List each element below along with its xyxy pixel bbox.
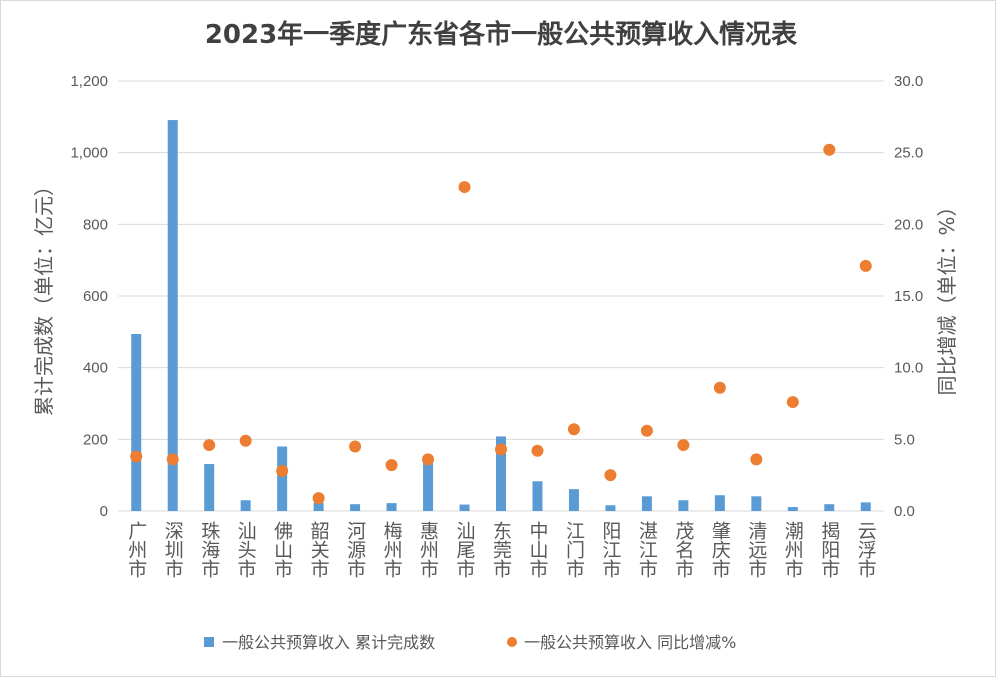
data-point	[531, 444, 544, 457]
data-point	[276, 464, 289, 477]
data-point	[458, 181, 471, 194]
bar	[313, 502, 324, 511]
left-tick-label: 1,200	[70, 73, 108, 90]
left-axis-ticks: 0 200 400 600 800 1,000 1,200	[70, 73, 108, 520]
bar	[350, 504, 361, 511]
scatter-series	[130, 143, 872, 505]
right-tick-label: 5.0	[894, 431, 915, 448]
category-label: 河源市	[344, 521, 366, 578]
category-label: 梅州市	[381, 521, 403, 578]
bar	[751, 496, 762, 511]
bar	[568, 489, 579, 511]
data-point	[385, 459, 398, 472]
data-point	[166, 453, 179, 466]
bar	[605, 505, 616, 511]
category-label: 惠州市	[417, 521, 439, 578]
category-label: 广州市	[125, 521, 147, 578]
category-label: 茂名市	[672, 521, 694, 578]
right-tick-label: 25.0	[894, 145, 923, 162]
category-label: 云浮市	[855, 521, 877, 578]
bar	[423, 462, 434, 511]
data-point	[495, 443, 507, 456]
data-point	[349, 440, 362, 453]
data-point	[677, 439, 690, 452]
bar	[240, 500, 251, 511]
data-point	[203, 439, 216, 452]
category-label: 汕头市	[235, 521, 257, 578]
bar	[532, 481, 543, 511]
data-point	[640, 424, 653, 437]
bar	[824, 504, 835, 511]
bar	[167, 120, 178, 511]
left-tick-label: 600	[83, 288, 108, 305]
data-point	[239, 434, 252, 447]
data-point	[859, 259, 872, 272]
legend-bar-label: 一般公共预算收入 累计完成数	[222, 633, 435, 652]
right-tick-label: 15.0	[894, 288, 923, 305]
left-tick-label: 400	[83, 360, 108, 377]
category-label: 东莞市	[490, 521, 512, 578]
category-label: 湛江市	[636, 521, 658, 578]
left-axis-title: 累计完成数（单位：亿元）	[32, 176, 56, 416]
left-tick-label: 800	[83, 216, 108, 233]
data-point	[567, 423, 580, 436]
right-axis-title: 同比增减（单位：%）	[935, 196, 959, 395]
data-point	[823, 143, 836, 156]
bar	[787, 507, 798, 511]
category-label: 阳江市	[599, 521, 621, 578]
bar-series	[131, 120, 871, 511]
category-label: 江门市	[563, 521, 585, 578]
bar	[204, 464, 215, 511]
legend-bar-swatch	[204, 637, 214, 647]
category-label: 佛山市	[271, 521, 293, 578]
right-tick-label: 0.0	[894, 503, 915, 520]
bar	[459, 504, 470, 511]
left-tick-label: 200	[83, 431, 108, 448]
bar	[714, 495, 725, 511]
legend: 一般公共预算收入 累计完成数 一般公共预算收入 同比增减%	[204, 633, 736, 652]
data-point	[786, 396, 799, 409]
data-point	[604, 469, 617, 482]
bar	[641, 496, 652, 511]
category-label: 揭阳市	[818, 521, 840, 578]
legend-dot-swatch	[507, 637, 517, 647]
data-point	[713, 381, 726, 394]
right-tick-label: 10.0	[894, 360, 923, 377]
bar	[860, 502, 871, 511]
data-point	[750, 453, 763, 466]
bar	[386, 503, 397, 511]
category-label: 韶关市	[308, 521, 330, 578]
bar	[678, 500, 689, 511]
right-axis-ticks: 0.0 5.0 10.0 15.0 20.0 25.0 30.0	[894, 73, 923, 520]
right-tick-label: 30.0	[894, 73, 923, 90]
category-label: 汕尾市	[454, 521, 476, 578]
bar	[496, 436, 506, 511]
category-label: 肇庆市	[709, 521, 731, 578]
left-tick-label: 1,000	[70, 145, 108, 162]
category-label: 清远市	[745, 521, 767, 578]
category-label: 中山市	[526, 521, 548, 578]
data-point	[312, 492, 325, 505]
data-point	[130, 450, 143, 463]
category-label: 珠海市	[198, 521, 220, 578]
legend-dot-label: 一般公共预算收入 同比增减%	[524, 633, 736, 652]
left-tick-label: 0	[100, 503, 108, 520]
right-tick-label: 20.0	[894, 216, 923, 233]
data-point	[422, 453, 435, 466]
chart-title: 2023年一季度广东省各市一般公共预算收入情况表	[205, 19, 798, 50]
bar	[131, 333, 142, 511]
bar	[277, 446, 288, 511]
category-label: 深圳市	[162, 521, 184, 578]
category-label: 潮州市	[782, 521, 804, 578]
category-labels: 广州市 深圳市 珠海市 汕头市 佛山市 韶关市 河源市 梅州市 惠州市 汕尾市 东莞市 中山市 江门市阳…	[125, 521, 877, 578]
